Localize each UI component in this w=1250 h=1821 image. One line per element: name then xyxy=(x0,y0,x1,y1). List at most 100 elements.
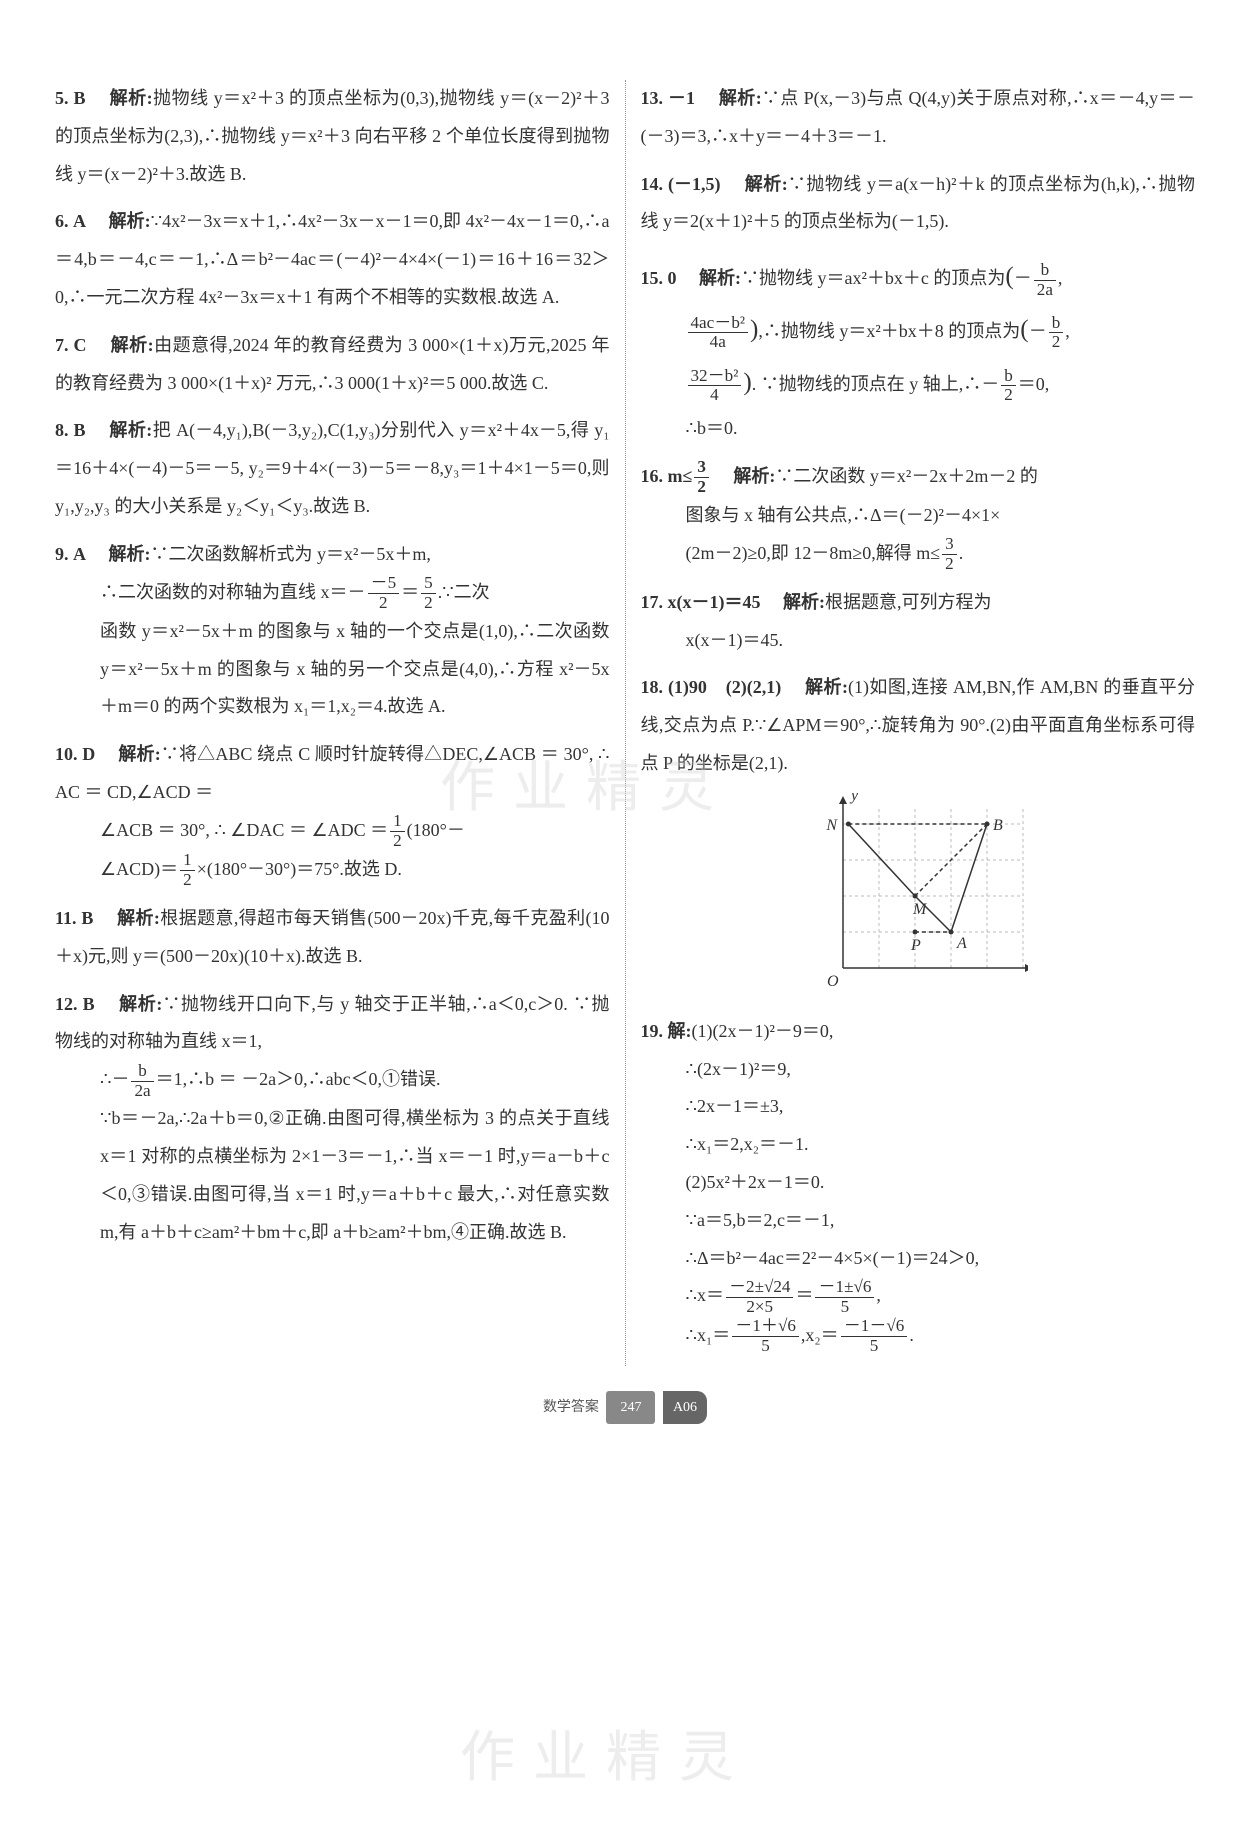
txt: ∴(2x－1)²＝9, xyxy=(686,1059,791,1079)
txt: ∵二次函数 y＝x²－2x＋2m－2 的 xyxy=(775,466,1037,486)
fraction: b2a xyxy=(1034,261,1056,300)
q-answer: C xyxy=(74,335,87,355)
analysis-label: 解析: xyxy=(109,420,152,440)
q-answer: B xyxy=(73,420,85,440)
txt: ∴x₁＝2,x₂＝－1. xyxy=(686,1134,809,1154)
txt: ∴2x－1＝±3, xyxy=(686,1096,784,1116)
txt: (180°－ xyxy=(407,820,465,840)
q-line: ∴x₁＝2,x₂＝－1. xyxy=(641,1126,1196,1164)
txt: ∴Δ＝b²－4ac＝2²－4×5×(－1)＝24＞0, xyxy=(686,1248,980,1268)
fraction: 4ac－b²4a xyxy=(688,314,749,353)
txt: . xyxy=(909,1325,914,1345)
analysis-label: 解析: xyxy=(117,908,160,928)
txt: . ∵抛物线的顶点在 y 轴上,∴－ xyxy=(752,374,1000,394)
fraction: 32－b²4 xyxy=(688,367,742,406)
q-line: 函数 y＝x²－5x＋m 的图象与 x 轴的一个交点是(1,0),∴二次函数 y… xyxy=(55,613,610,726)
fraction: b2 xyxy=(1001,367,1016,406)
q-num: 15. xyxy=(641,268,664,288)
q-answer: A xyxy=(73,544,86,564)
q-answer: B xyxy=(81,908,93,928)
q-num: 10. xyxy=(55,744,78,764)
right-column: 13. －1 解析:∵点 P(x,－3)与点 Q(4,y)关于原点对称,∴x＝－… xyxy=(626,80,1211,1366)
analysis-label: 解析: xyxy=(805,677,848,697)
question-15: 15. 0 解析:∵抛物线 y＝ax²＋bx＋c 的顶点为(－b2a, 4ac－… xyxy=(641,251,1196,448)
analysis-label: 解析: xyxy=(118,744,160,764)
fraction: －1＋√65 xyxy=(732,1317,799,1356)
fraction: b2 xyxy=(1049,314,1064,353)
txt: . xyxy=(959,543,964,563)
q-line: ∵a＝5,b＝2,c＝－1, xyxy=(641,1202,1196,1240)
svg-text:A: A xyxy=(956,935,967,952)
q-line: ∴－b2a＝1,∴b ＝ －2a＞0,∴abc＜0,①错误. xyxy=(55,1061,610,1100)
txt: .∵二次 xyxy=(438,582,490,602)
q-num: 12. xyxy=(55,994,78,1014)
question-18: 18. (1)90 (2)(2,1) 解析:(1)如图,连接 AM,BN,作 A… xyxy=(641,669,1196,782)
question-9: 9. A 解析:∵二次函数解析式为 y＝x²－5x＋m, ∴二次函数的对称轴为直… xyxy=(55,536,610,726)
fraction: 32 xyxy=(942,535,957,574)
fraction: 52 xyxy=(421,574,436,613)
fraction: 12 xyxy=(180,851,195,890)
q-answer: B xyxy=(83,994,95,1014)
coordinate-graph: xyOAPMNB xyxy=(808,793,1028,1003)
txt: ∵b＝－2a,∴2a＋b＝0,②正确.由图可得,横坐标为 3 的点关于直线 x＝… xyxy=(100,1108,610,1241)
txt: ∵a＝5,b＝2,c＝－1, xyxy=(686,1210,835,1230)
page-body: 5. B 解析:抛物线 y＝x²＋3 的顶点坐标为(0,3),抛物线 y＝(x－… xyxy=(40,80,1210,1366)
fraction: b2a xyxy=(131,1062,153,1101)
q-line: ∠ACB ＝ 30°, ∴ ∠DAC ＝ ∠ADC ＝12(180°－ xyxy=(55,812,610,851)
txt: 根据题意,可列方程为 xyxy=(825,592,992,612)
txt: ＝ xyxy=(401,582,419,602)
question-5: 5. B 解析:抛物线 y＝x²＋3 的顶点坐标为(0,3),抛物线 y＝(x－… xyxy=(55,80,610,193)
q-answer: B xyxy=(74,88,86,108)
analysis-label: 解析: xyxy=(699,268,741,288)
txt: (2m－2)≥0,即 12－8m≥0,解得 m≤ xyxy=(686,543,941,563)
txt: ∴x＝ xyxy=(686,1285,724,1305)
question-6: 6. A 解析:∵4x²－3x＝x＋1,∴4x²－3x－x－1＝0,即 4x²－… xyxy=(55,203,610,316)
txt: ,∴抛物线 y＝x²＋bx＋8 的顶点为 xyxy=(758,321,1020,341)
q-line: ∴x＝－2±√242×5＝－1±√65, xyxy=(641,1277,1196,1316)
fraction: 32 xyxy=(694,458,709,497)
q-num: 6. xyxy=(55,211,69,231)
q-answer: (1)90 (2)(2,1) xyxy=(668,677,781,697)
q-num: 5. xyxy=(55,88,69,108)
txt: ∠ACB ＝ 30°, ∴ ∠DAC ＝ ∠ADC ＝ xyxy=(100,820,388,840)
question-14: 14. (－1,5) 解析:∵抛物线 y＝a(x－h)²＋k 的顶点坐标为(h,… xyxy=(641,166,1196,242)
q-num: 9. xyxy=(55,544,69,564)
question-7: 7. C 解析:由题意得,2024 年的教育经费为 3 000×(1＋x)万元,… xyxy=(55,327,610,403)
q-text: ∵抛物线 y＝a(x－h)²＋k 的顶点坐标为(h,k),∴抛物线 y＝2(x＋… xyxy=(641,174,1196,232)
q-line: 4ac－b²4a),∴抛物线 y＝x²＋bx＋8 的顶点为(－b2, xyxy=(641,304,1196,357)
question-17: 17. x(x－1)＝45 解析:根据题意,可列方程为 x(x－1)＝45. xyxy=(641,584,1196,660)
watermark: 作业精灵 xyxy=(460,1700,752,1816)
q-answer: m≤32 xyxy=(668,466,711,486)
analysis-label: 解析: xyxy=(733,466,775,486)
q-num: 17. xyxy=(641,592,664,612)
q-line: x(x－1)＝45. xyxy=(641,622,1196,660)
svg-text:O: O xyxy=(827,973,839,990)
svg-text:N: N xyxy=(825,817,838,834)
txt: ,x₂＝ xyxy=(801,1325,839,1345)
txt: ∴二次函数的对称轴为直线 x＝－ xyxy=(100,582,366,602)
question-19: 19. 解:(1)(2x－1)²－9＝0, ∴(2x－1)²＝9, ∴2x－1＝… xyxy=(641,1013,1196,1356)
q-line: 图象与 x 轴有公共点,∴Δ＝(－2)²－4×1× xyxy=(641,497,1196,535)
q-num: 16. xyxy=(641,466,664,486)
q-line: ∴b＝0. xyxy=(641,410,1196,448)
q-answer: (－1,5) xyxy=(668,174,721,194)
svg-text:y: y xyxy=(849,793,859,804)
q-text: ∵二次函数解析式为 y＝x²－5x＋m, xyxy=(151,544,431,564)
fraction: －2±√242×5 xyxy=(726,1278,794,1317)
solution-label: 解: xyxy=(668,1021,692,1041)
fraction: －1±√65 xyxy=(815,1278,874,1317)
q-line: (2m－2)≥0,即 12－8m≥0,解得 m≤32. xyxy=(641,535,1196,574)
svg-text:P: P xyxy=(910,937,921,954)
q-line: ∴2x－1＝±3, xyxy=(641,1088,1196,1126)
fraction: －52 xyxy=(368,574,400,613)
paren: ) xyxy=(743,369,751,396)
txt: ∴－ xyxy=(100,1069,129,1089)
txt: ＝1,∴b ＝ －2a＞0,∴abc＜0,①错误. xyxy=(156,1069,441,1089)
q-line: ∴Δ＝b²－4ac＝2²－4×5×(－1)＝24＞0, xyxy=(641,1240,1196,1278)
q-num: 18. xyxy=(641,677,664,697)
question-8: 8. B 解析:把 A(－4,y₁),B(－3,y₂),C(1,y₃)分别代入 … xyxy=(55,412,610,525)
q-line: (2)5x²＋2x－1＝0. xyxy=(641,1164,1196,1202)
txt: x(x－1)＝45. xyxy=(686,630,784,650)
q-num: 19. xyxy=(641,1021,664,1041)
fraction: 12 xyxy=(390,812,405,851)
